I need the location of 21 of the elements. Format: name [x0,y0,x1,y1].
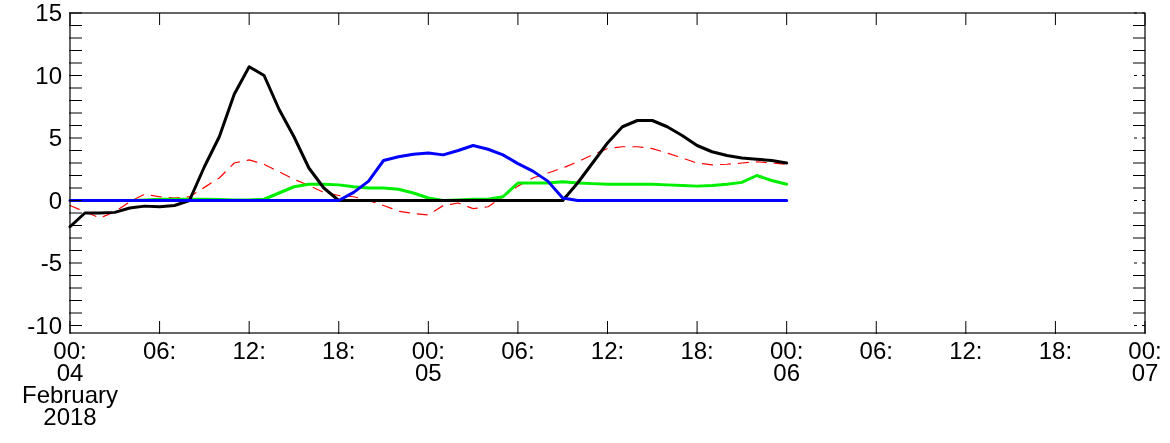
x-tick-label: 18: [322,337,356,364]
x-tick-label: 00: 04 February 2018 [21,337,119,430]
x-tick-label: 00: 07 [1128,337,1162,386]
x-tick-label: 00: 05 [411,337,446,386]
x-tick-label: 06: [859,337,893,364]
x-tick-label: 18: [1038,337,1073,364]
line-series [68,144,789,202]
y-tick-label: 5 [48,124,62,152]
x-tick-label: 12: [232,337,266,364]
y-tick-label: 0 [48,186,62,214]
y-tick-label: 15 [35,0,62,27]
x-tick-label: 06: [142,337,177,364]
x-tick-label: 18: [680,337,714,364]
y-tick-label: -5 [40,249,62,277]
x-tick-label: 00: 06 [769,337,804,386]
x-tick-label: 12: [949,337,983,364]
x-tick-label: 12: [590,337,625,364]
line-series [69,146,788,219]
y-tick-label: 10 [35,61,62,89]
y-tick-label: -10 [27,311,62,339]
x-tick-label: 06: [501,337,535,364]
